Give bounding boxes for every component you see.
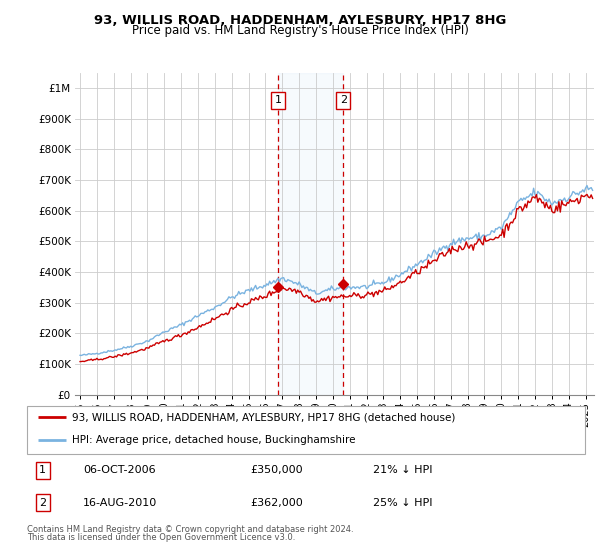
Text: Contains HM Land Registry data © Crown copyright and database right 2024.: Contains HM Land Registry data © Crown c…: [27, 525, 353, 534]
Text: 93, WILLIS ROAD, HADDENHAM, AYLESBURY, HP17 8HG (detached house): 93, WILLIS ROAD, HADDENHAM, AYLESBURY, H…: [71, 412, 455, 422]
Text: £362,000: £362,000: [250, 498, 303, 507]
Text: Price paid vs. HM Land Registry's House Price Index (HPI): Price paid vs. HM Land Registry's House …: [131, 24, 469, 36]
Text: 21% ↓ HPI: 21% ↓ HPI: [373, 465, 433, 475]
Text: £350,000: £350,000: [250, 465, 303, 475]
Text: 93, WILLIS ROAD, HADDENHAM, AYLESBURY, HP17 8HG: 93, WILLIS ROAD, HADDENHAM, AYLESBURY, H…: [94, 14, 506, 27]
Text: This data is licensed under the Open Government Licence v3.0.: This data is licensed under the Open Gov…: [27, 533, 295, 542]
Text: HPI: Average price, detached house, Buckinghamshire: HPI: Average price, detached house, Buck…: [71, 435, 355, 445]
Text: 25% ↓ HPI: 25% ↓ HPI: [373, 498, 433, 507]
Text: 16-AUG-2010: 16-AUG-2010: [83, 498, 157, 507]
Bar: [278, 73, 343, 395]
Text: 1: 1: [275, 95, 281, 105]
Text: 2: 2: [340, 95, 347, 105]
FancyBboxPatch shape: [27, 406, 585, 454]
Text: 1: 1: [39, 465, 46, 475]
Text: 06-OCT-2006: 06-OCT-2006: [83, 465, 155, 475]
Text: 2: 2: [39, 498, 46, 507]
